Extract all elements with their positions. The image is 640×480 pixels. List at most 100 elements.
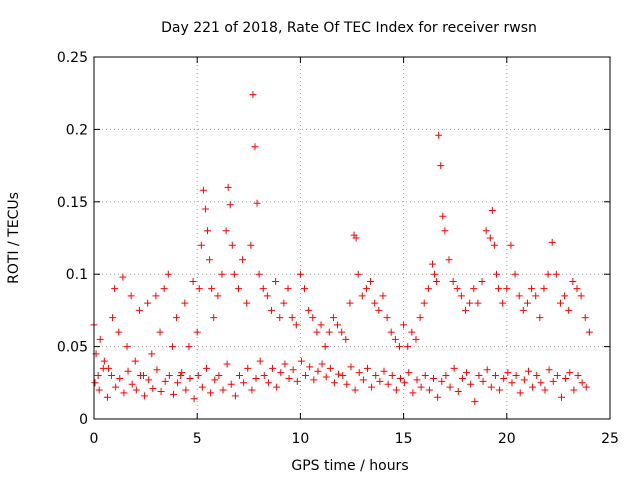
data-point (585, 328, 593, 336)
series-roti-background (91, 357, 590, 406)
data-point (330, 379, 338, 387)
data-point (190, 395, 198, 403)
data-point (388, 372, 396, 380)
x-axis-label: GPS time / hours (291, 458, 408, 474)
data-point (194, 372, 202, 380)
data-point (310, 376, 318, 384)
data-point (224, 183, 232, 191)
data-point (318, 360, 326, 368)
series-roti (90, 91, 593, 380)
data-point (439, 212, 447, 220)
data-point (94, 372, 102, 380)
data-point (252, 374, 260, 382)
data-point (226, 201, 234, 209)
data-point (367, 277, 375, 285)
data-point (371, 299, 379, 307)
data-point (431, 270, 439, 278)
y-tick-label: 0.1 (66, 267, 88, 283)
data-point (297, 357, 305, 365)
plot-frame (93, 56, 611, 420)
data-point (289, 366, 297, 374)
data-point (351, 386, 359, 394)
data-point (260, 372, 268, 380)
data-point (519, 306, 527, 314)
data-point (239, 256, 247, 264)
data-point (96, 335, 104, 343)
data-point (491, 372, 499, 380)
data-point (453, 285, 461, 293)
data-point (562, 374, 570, 382)
data-point (463, 369, 471, 377)
data-point (437, 162, 445, 170)
data-point (136, 372, 144, 380)
data-point (174, 379, 182, 387)
data-point (253, 199, 261, 207)
data-point (135, 306, 143, 314)
data-point (251, 143, 259, 151)
data-point (218, 270, 226, 278)
data-point (189, 277, 197, 285)
data-point (222, 227, 230, 235)
data-point (247, 241, 255, 249)
data-point (470, 285, 478, 293)
data-point (335, 370, 343, 378)
data-point (462, 306, 470, 314)
data-point (467, 380, 475, 388)
data-point (582, 383, 590, 391)
data-point (109, 314, 117, 322)
data-point (552, 270, 560, 278)
data-point (317, 321, 325, 329)
data-point (185, 343, 193, 351)
data-point (112, 383, 120, 391)
data-point (441, 227, 449, 235)
data-point (128, 380, 136, 388)
data-point (499, 299, 507, 307)
data-point (515, 292, 523, 300)
data-point (420, 299, 428, 307)
data-point (240, 379, 248, 387)
data-point (511, 270, 519, 278)
data-point (545, 366, 553, 374)
data-point (457, 292, 465, 300)
data-point (424, 285, 432, 293)
data-point (548, 238, 556, 246)
data-point (228, 241, 236, 249)
data-point (124, 367, 132, 375)
y-axis-label: ROTI / TECUs (6, 192, 22, 284)
grid-lines (94, 57, 610, 419)
data-point (533, 372, 541, 380)
data-point (577, 292, 585, 300)
data-point (204, 227, 212, 235)
data-point (157, 387, 165, 395)
data-point (193, 328, 201, 336)
data-point (384, 380, 392, 388)
data-point (178, 369, 186, 377)
data-point (395, 343, 403, 351)
data-point (248, 386, 256, 394)
data-point (400, 321, 408, 329)
data-point (132, 386, 140, 394)
data-point (488, 206, 496, 214)
data-point (380, 367, 388, 375)
data-point (425, 386, 433, 394)
data-point (168, 343, 176, 351)
x-tick-label: 5 (193, 431, 202, 447)
data-point (141, 392, 149, 400)
data-point (165, 372, 173, 380)
data-point (164, 270, 172, 278)
data-point (449, 277, 457, 285)
data-point (516, 389, 524, 397)
x-tick-label: 0 (90, 431, 99, 447)
data-point (430, 374, 438, 382)
data-point (103, 393, 111, 401)
data-point (120, 389, 128, 397)
data-point (215, 372, 223, 380)
data-point (536, 314, 544, 322)
data-point (321, 343, 329, 351)
data-point (199, 186, 207, 194)
data-point (487, 383, 495, 391)
data-point (479, 377, 487, 385)
x-tick-label: 10 (291, 431, 309, 447)
y-tick-label: 0.15 (57, 195, 88, 211)
data-point (264, 379, 272, 387)
